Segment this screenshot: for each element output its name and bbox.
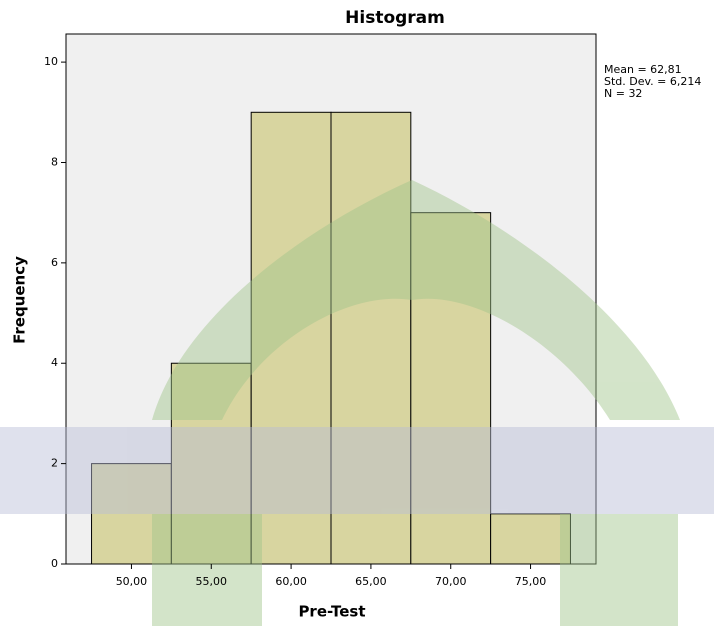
y-tick-label: 4 [51,356,58,369]
bar [491,514,571,564]
x-tick-label: 70,00 [435,575,467,588]
x-tick-label: 55,00 [196,575,228,588]
y-tick-label: 10 [44,55,58,68]
y-axis-label: Frequency [11,256,29,344]
stats-text: N = 32 [604,87,642,100]
x-tick-label: 50,00 [116,575,148,588]
chart-title: Histogram [345,8,445,28]
x-tick-label: 75,00 [515,575,547,588]
y-tick-label: 8 [51,155,58,168]
y-tick-label: 0 [51,557,58,570]
y-tick-label: 2 [51,457,58,470]
x-axis-label: Pre-Test [298,603,365,621]
chart: Histogram Pre-Test Frequency Mean = 62,8… [0,0,714,626]
x-tick-label: 60,00 [275,575,307,588]
y-tick-label: 6 [51,256,58,269]
x-tick-label: 65,00 [355,575,387,588]
